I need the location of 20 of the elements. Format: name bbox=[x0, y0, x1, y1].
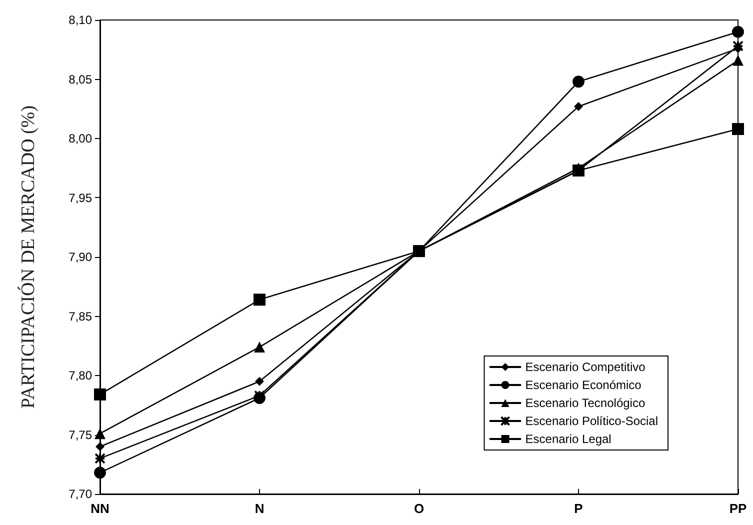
y-tick-label: 7,75 bbox=[68, 428, 92, 442]
y-axis-title: PARTICIPACIÓN DE MERCADO (%) bbox=[17, 105, 39, 409]
y-tick-label: 7,85 bbox=[68, 309, 92, 324]
x-tick-label: P bbox=[574, 501, 584, 516]
legend-label: Escenario Político-Social bbox=[525, 414, 658, 428]
y-tick-label: 8,00 bbox=[68, 132, 92, 146]
y-tick-label: 8,05 bbox=[68, 72, 92, 86]
x-tick-label: O bbox=[414, 501, 424, 516]
x-tick-label: PP bbox=[729, 501, 747, 516]
y-tick-label: 7,95 bbox=[68, 190, 92, 205]
y-tick-label: 7,70 bbox=[68, 487, 92, 501]
x-tick-label: NN bbox=[90, 501, 110, 516]
x-tick-label: N bbox=[254, 501, 264, 516]
y-tick-label: 7,80 bbox=[68, 368, 92, 382]
y-tick-label: 7,90 bbox=[68, 250, 92, 264]
legend-label: Escenario Competitivo bbox=[525, 360, 646, 374]
legend-label: Escenario Tecnológico bbox=[525, 396, 646, 410]
y-tick-label: 8,10 bbox=[68, 13, 92, 27]
legend-label: Escenario Legal bbox=[525, 432, 612, 446]
legend-label: Escenario Económico bbox=[525, 378, 642, 392]
